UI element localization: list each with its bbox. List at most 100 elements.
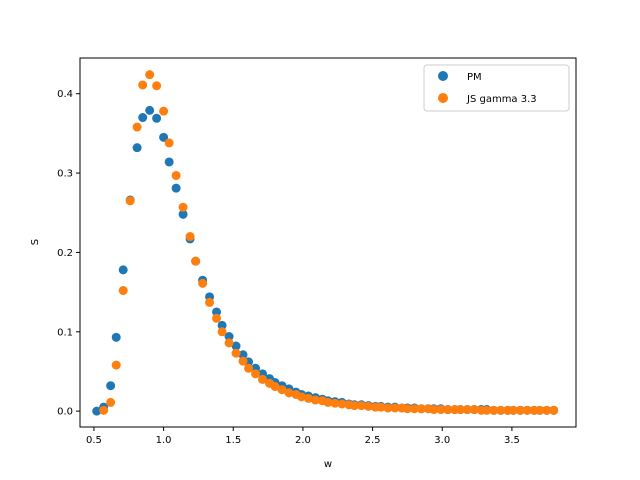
data-point [212,313,222,323]
data-point [217,327,227,337]
data-point [171,170,181,180]
x-axis-label: w [324,459,332,470]
y-axis-ticks: 0.0 0.1 0.2 0.3 0.4 [57,89,80,418]
data-point [356,401,366,411]
data-point [258,374,268,384]
data-points [92,70,559,416]
data-point [152,113,162,123]
data-point [99,405,109,415]
data-point [436,405,446,415]
data-point [178,202,188,212]
data-point [212,307,222,317]
data-point [145,105,155,115]
data-point [522,405,532,415]
data-point [549,405,559,415]
data-point [323,397,333,407]
y-tick-label: 0.4 [57,89,73,100]
data-point [125,196,135,206]
data-point [171,183,181,193]
data-point [231,348,241,358]
data-point [409,404,419,414]
data-point [542,405,552,415]
data-point [106,381,116,391]
data-point [297,392,307,402]
data-point [198,278,208,288]
x-tick-label: 1.0 [156,435,172,446]
legend-box [423,64,570,112]
data-point [402,404,412,414]
data-point [251,369,261,379]
data-point [462,405,472,415]
data-point [535,405,545,415]
data-point [277,385,287,395]
y-tick-label: 0.1 [57,327,73,338]
x-axis-ticks: 0.5 1.0 1.5 2.0 2.5 3.0 3.5 [86,427,520,446]
data-point [145,70,155,80]
data-point [106,397,116,407]
x-tick-label: 1.5 [225,435,241,446]
data-point [185,232,195,242]
data-point [270,382,280,392]
legend-marker-js-gamma [438,93,448,103]
data-point [376,402,386,412]
legend-label-js-gamma: JS gamma 3.3 [466,94,537,105]
legend-label-pm: PM [467,72,482,83]
data-point [515,405,525,415]
plot-frame [79,57,577,428]
data-point [508,405,518,415]
data-point [132,143,142,153]
data-point [238,350,248,360]
data-point [231,341,241,351]
data-point [363,401,373,411]
legend-marker-pm [438,71,448,81]
data-point [92,406,102,416]
data-point [132,122,142,132]
data-point [138,80,148,90]
data-point [244,363,254,373]
data-point [118,286,128,296]
data-point [443,405,453,415]
data-point [429,405,439,415]
x-tick-label: 2.5 [365,435,381,446]
data-point [303,393,313,403]
data-point [111,360,121,370]
x-tick-label: 3.0 [434,435,450,446]
data-point [224,338,234,348]
x-tick-label: 0.5 [86,435,102,446]
data-point [164,157,174,167]
data-point [284,388,294,398]
data-point [217,320,227,330]
data-point [152,81,162,91]
x-tick-label: 3.5 [504,435,520,446]
data-point [111,332,121,342]
data-point [138,113,148,123]
data-point [469,405,479,415]
y-tick-label: 0.3 [57,169,73,180]
data-point [337,399,347,409]
data-point [330,398,340,408]
data-point [455,405,465,415]
data-point [191,256,201,266]
data-point [224,332,234,342]
legend: PM JS gamma 3.3 [423,64,570,112]
data-point [118,265,128,275]
data-point [238,356,248,366]
data-point [178,209,188,219]
y-tick-label: 0.2 [57,248,73,259]
y-tick-label: 0.0 [57,407,73,418]
data-point [159,106,169,116]
x-tick-label: 2.0 [295,435,311,446]
data-point [383,403,393,413]
y-axis-label: S [30,239,41,245]
data-point [482,405,492,415]
data-point [310,395,320,405]
data-point [205,297,215,307]
data-point [489,405,499,415]
data-point [164,138,174,148]
data-point [416,404,426,414]
data-point [496,405,506,415]
data-point [349,401,359,411]
data-point [159,132,169,142]
data-point [390,403,400,413]
